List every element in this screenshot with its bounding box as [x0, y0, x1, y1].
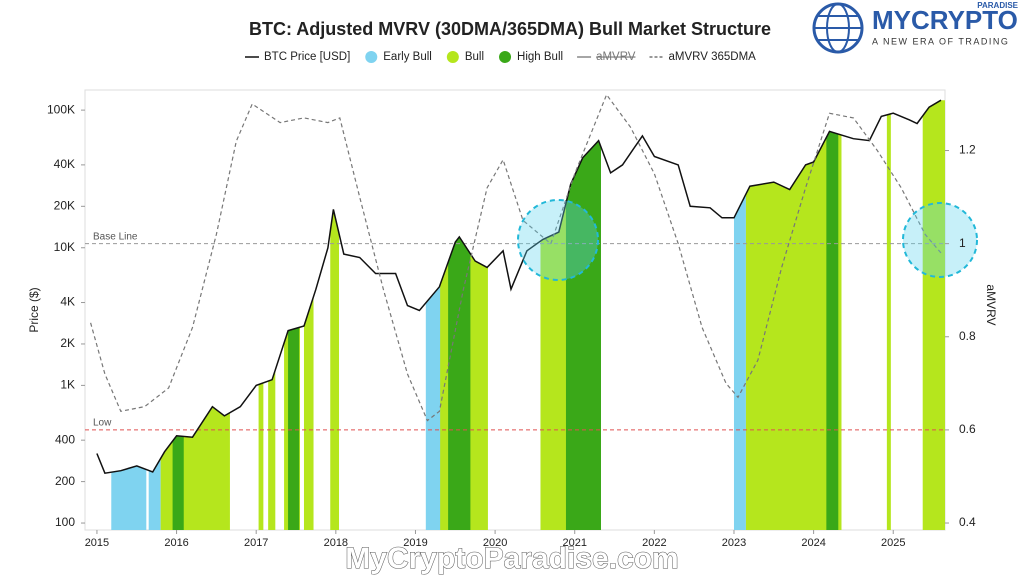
y-tick-label: 100	[55, 515, 75, 529]
logo-name: MYCRYPTO	[872, 5, 1018, 35]
regime-band	[745, 131, 842, 531]
legend-label: aMVRV 365DMA	[668, 51, 756, 63]
y2-tick-label: 1	[959, 236, 966, 250]
legend-label: BTC Price [USD]	[264, 51, 350, 63]
x-tick-label: 2019	[403, 537, 427, 549]
regime-band	[330, 209, 340, 530]
y-tick-label: 200	[55, 474, 75, 488]
x-tick-label: 2017	[244, 537, 268, 549]
regime-band	[148, 458, 161, 530]
y-tick-label: 20K	[54, 198, 75, 212]
y2-tick-label: 0.4	[959, 515, 976, 529]
x-tick-label: 2023	[722, 537, 746, 549]
regime-band	[258, 382, 264, 530]
legend-swatch	[446, 51, 459, 63]
x-tick-label: 2016	[164, 537, 188, 549]
regime-band	[886, 113, 891, 530]
y2-tick-label: 0.8	[959, 329, 976, 343]
regime-band	[425, 280, 442, 530]
watermark: MyCryptoParadise.com	[345, 542, 678, 575]
x-tick-label: 2021	[562, 537, 586, 549]
y-tick-label: 4K	[60, 295, 75, 309]
y-tick-label: 100K	[47, 102, 75, 116]
legend-swatch	[365, 51, 378, 63]
y-tick-label: 2K	[60, 336, 75, 350]
logo-sub: PARADISE	[977, 1, 1018, 10]
regime-band	[268, 369, 276, 530]
lines: Base Line Low	[85, 93, 945, 475]
regime-band	[448, 236, 471, 530]
logo: MYCRYPTO PARADISE A NEW ERA OF TRADING	[812, 1, 1019, 54]
regime-band	[303, 296, 314, 530]
y-tick-label: 1K	[60, 378, 75, 392]
y2-tick-label: 0.6	[959, 422, 976, 436]
regime-band	[565, 140, 601, 530]
x-tick-label: 2015	[85, 537, 109, 549]
x-tick-label: 2025	[881, 537, 905, 549]
x-tick-label: 2020	[483, 537, 507, 549]
regime-band	[826, 131, 839, 531]
legend-swatch	[499, 51, 512, 63]
y2-tick-label: 1.2	[959, 143, 976, 157]
y-tick-label: 400	[55, 432, 75, 446]
y-axis-label: Price ($)	[27, 287, 41, 332]
regime-band	[111, 465, 147, 530]
reference-label: Base Line	[93, 231, 138, 242]
legend-label: Bull	[465, 51, 484, 63]
logo-tagline: A NEW ERA OF TRADING	[872, 36, 1009, 46]
y-tick-label: 40K	[54, 157, 75, 171]
chart-title: BTC: Adjusted MVRV (30DMA/365DMA) Bull M…	[249, 19, 771, 39]
x-tick-label: 2018	[324, 537, 348, 549]
y2-axis-label: aMVRV	[984, 284, 998, 325]
y-tick-label: 10K	[54, 240, 75, 254]
legend-label: High Bull	[517, 51, 563, 63]
highlight-circle	[902, 202, 978, 278]
regime-band	[922, 100, 945, 531]
x-tick-label: 2022	[642, 537, 666, 549]
reference-label: Low	[93, 418, 112, 429]
x-tick-label: 2024	[801, 537, 825, 549]
legend-label: aMVRV	[596, 51, 636, 63]
regime-band	[288, 327, 300, 530]
series-line	[96, 99, 942, 475]
regime-bands	[111, 100, 945, 531]
regime-band	[733, 194, 746, 530]
regime-band	[172, 435, 184, 530]
legend-label: Early Bull	[383, 51, 432, 63]
series-line	[90, 93, 942, 422]
highlight-circle	[517, 199, 599, 281]
